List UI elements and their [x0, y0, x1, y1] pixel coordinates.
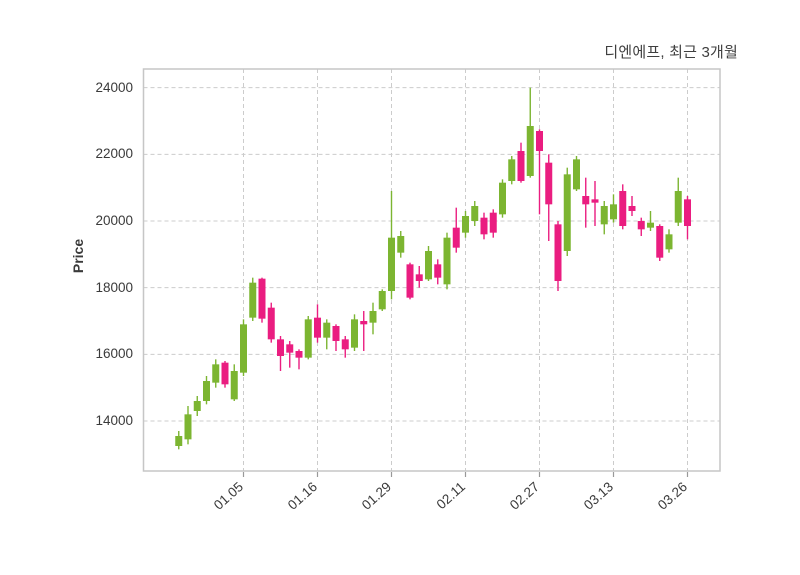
candle-body	[351, 319, 358, 348]
candle-body	[462, 216, 469, 233]
candle-body	[665, 234, 673, 250]
chart-title: 디엔에프, 최근 3개월	[604, 44, 738, 61]
candle-body	[378, 291, 386, 310]
candle-body	[221, 362, 229, 385]
candle-body	[499, 182, 506, 215]
y-tick-label: 18000	[95, 279, 133, 295]
candle-body	[674, 191, 682, 223]
candle-body	[388, 237, 395, 291]
candle-body	[249, 282, 257, 318]
candle-body	[304, 319, 312, 358]
y-tick-label: 24000	[95, 79, 133, 95]
candle-body	[212, 364, 220, 383]
candle-body	[295, 351, 303, 358]
candle-body	[341, 339, 349, 350]
y-tick-label: 20000	[95, 213, 133, 228]
candle-body	[684, 199, 691, 226]
candle-body	[360, 321, 368, 325]
candle-body	[267, 307, 275, 340]
candle-body	[600, 206, 608, 225]
candle-body	[314, 317, 321, 338]
candle-body	[175, 436, 183, 446]
candle-body	[397, 236, 405, 253]
candle-body	[230, 371, 238, 400]
y-tick-label: 16000	[95, 346, 133, 362]
y-tick-label: 22000	[95, 146, 133, 162]
candle-body	[647, 222, 654, 228]
y-tick-label: 14000	[95, 413, 133, 428]
candle-body	[277, 339, 284, 356]
candle-body	[628, 206, 636, 211]
candle-body	[610, 204, 617, 220]
candle-body	[545, 162, 553, 205]
candle-body	[573, 159, 580, 190]
candle-body	[406, 264, 414, 298]
plot-frame	[142, 68, 721, 472]
candle-body	[591, 199, 599, 203]
candle-body	[203, 381, 210, 401]
candle-body	[286, 344, 294, 353]
candle-body	[536, 131, 543, 151]
candle-body	[526, 126, 534, 176]
candle-body	[452, 227, 460, 248]
candle-body	[434, 264, 442, 278]
candle-body	[471, 206, 479, 221]
candle-body	[656, 226, 664, 258]
candle-body	[517, 151, 525, 181]
candle-body	[582, 196, 590, 205]
candle-body	[443, 237, 451, 285]
candle-body	[332, 326, 340, 341]
candle-body	[619, 191, 627, 226]
candle-body	[489, 212, 497, 233]
candle-body	[258, 278, 266, 319]
candle-body	[554, 224, 562, 281]
candle-body	[480, 217, 488, 235]
candle-body	[415, 274, 423, 281]
candle-body	[369, 311, 377, 323]
candle-body	[184, 414, 192, 440]
candle-body	[508, 159, 516, 181]
candle-body	[193, 401, 201, 411]
candle-body	[637, 221, 645, 230]
candle-body	[425, 251, 432, 280]
candle-body	[323, 322, 331, 338]
candle-body	[240, 324, 247, 373]
candle-body	[563, 174, 571, 251]
